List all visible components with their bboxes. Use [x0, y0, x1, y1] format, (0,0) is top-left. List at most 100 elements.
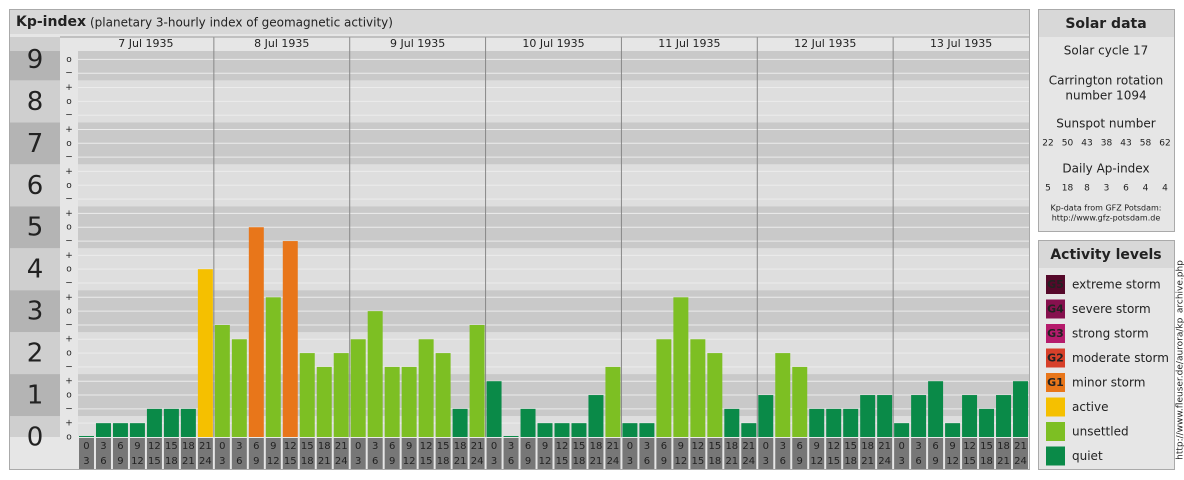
hour-start: 21 [742, 441, 755, 452]
bar [452, 408, 468, 437]
hour-box [690, 438, 706, 469]
minor-tick-label: + [65, 335, 73, 345]
hour-box [79, 438, 94, 469]
minor-tick-label: o [66, 223, 72, 233]
hour-box [469, 438, 485, 469]
hour-box [248, 438, 264, 469]
hour-end: 3 [491, 456, 497, 467]
hour-start: 15 [437, 441, 450, 452]
bar [282, 241, 298, 437]
bar [486, 381, 502, 437]
hour-end: 6 [644, 456, 650, 467]
source-note: http://www.gfz-potsdam.de [1052, 214, 1161, 223]
hour-start: 3 [915, 441, 921, 452]
hour-box [384, 438, 400, 469]
solar-title-bar [1039, 10, 1174, 37]
bar [316, 366, 332, 437]
hour-start: 6 [525, 441, 531, 452]
hour-box [996, 438, 1012, 469]
minor-tick-label: − [65, 195, 73, 205]
minor-tick-label: − [65, 279, 73, 289]
bar [520, 408, 536, 437]
minor-tick-label: o [66, 307, 72, 317]
label-band [10, 122, 60, 165]
label-band [10, 374, 60, 417]
sunspot-title: Sunspot number [1056, 117, 1155, 131]
hour-start: 3 [780, 441, 786, 452]
y-tick-label: 2 [27, 339, 44, 369]
bar [401, 366, 417, 437]
hour-end: 21 [997, 456, 1010, 467]
bar [826, 408, 842, 437]
bar [877, 395, 893, 437]
hour-end: 12 [674, 456, 687, 467]
minor-tick-label: o [66, 97, 72, 107]
hour-start: 3 [508, 441, 514, 452]
hour-end: 24 [335, 456, 348, 467]
minor-tick-label: + [65, 209, 73, 219]
legend-label: active [1072, 400, 1108, 414]
hour-start: 15 [844, 441, 857, 452]
hour-end: 3 [627, 456, 633, 467]
hour-box [775, 438, 791, 469]
y-tick-label: 4 [27, 255, 44, 285]
hour-end: 3 [763, 456, 769, 467]
hour-end: 15 [556, 456, 569, 467]
hour-end: 6 [100, 456, 106, 467]
minor-tick-label: − [65, 237, 73, 247]
hour-box [299, 438, 315, 469]
bar [962, 395, 978, 437]
hour-end: 15 [963, 456, 976, 467]
hour-start: 15 [165, 441, 178, 452]
hour-box [622, 438, 638, 469]
hour-start: 0 [219, 441, 225, 452]
hour-box [673, 438, 689, 469]
sunspot-value: 38 [1101, 139, 1113, 149]
legend-badge: G4 [1047, 303, 1064, 316]
bar [809, 408, 825, 437]
hour-start: 18 [861, 441, 874, 452]
hour-end: 21 [590, 456, 603, 467]
bar [435, 353, 451, 437]
hour-end: 6 [236, 456, 242, 467]
bar [673, 297, 689, 437]
hour-start: 9 [678, 441, 684, 452]
hour-box [129, 438, 145, 469]
solar-panel [1038, 9, 1175, 232]
bar [775, 353, 791, 437]
hour-end: 21 [182, 456, 195, 467]
hour-box [639, 438, 655, 469]
bar [588, 395, 604, 437]
bar [758, 395, 774, 437]
hour-start: 18 [318, 441, 331, 452]
hour-start: 15 [301, 441, 314, 452]
bar [197, 269, 213, 437]
hour-start: 21 [471, 441, 484, 452]
hour-start: 6 [389, 441, 395, 452]
hour-start: 9 [270, 441, 276, 452]
source-note: Kp-data from GFZ Potsdam: [1051, 204, 1162, 213]
hour-end: 12 [267, 456, 280, 467]
hour-box [112, 438, 128, 469]
hour-end: 18 [844, 456, 857, 467]
hour-box [95, 438, 111, 469]
hour-box [724, 438, 740, 469]
hour-start: 21 [607, 441, 620, 452]
legend-swatch [1046, 422, 1065, 441]
hour-start: 12 [284, 441, 297, 452]
minor-tick-label: o [66, 433, 72, 443]
carrington: Carrington rotation [1049, 74, 1163, 88]
hour-start: 6 [661, 441, 667, 452]
bar [299, 353, 315, 437]
legend-badge: G2 [1047, 352, 1064, 365]
ap-value: 6 [1123, 184, 1129, 194]
minor-tick-label: + [65, 251, 73, 261]
hour-end: 9 [117, 456, 123, 467]
legend-label: quiet [1072, 449, 1103, 463]
hour-box [656, 438, 672, 469]
legend-swatch [1046, 373, 1065, 392]
bar [792, 366, 808, 437]
legend-swatch [1046, 348, 1065, 368]
hour-box [945, 438, 961, 469]
hour-box [605, 438, 621, 469]
